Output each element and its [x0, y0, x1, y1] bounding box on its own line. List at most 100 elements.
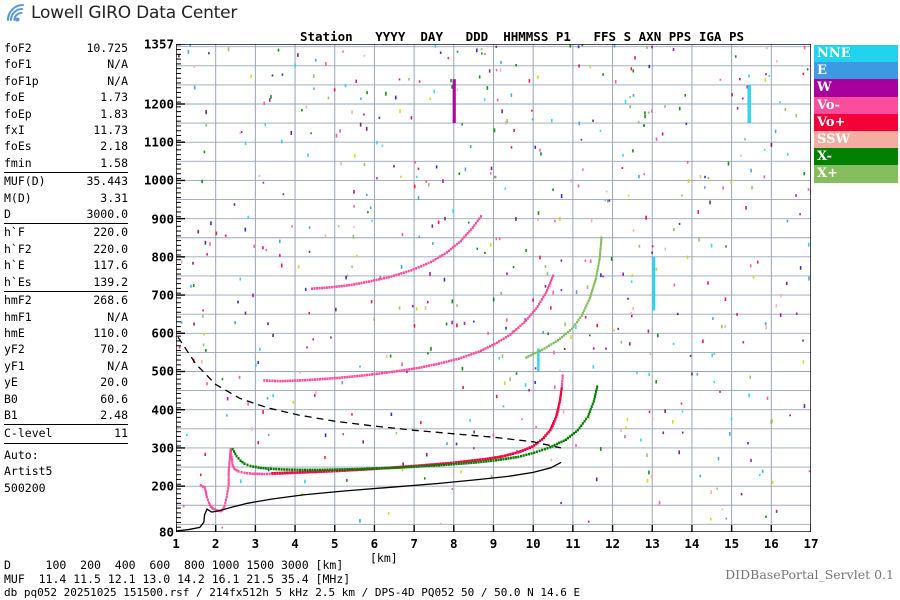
param-key: foF1p [4, 73, 39, 88]
legend-item-e[interactable]: E [814, 62, 898, 80]
param-value: 70.2 [100, 342, 128, 357]
legend-item-ssw[interactable]: SSW [814, 130, 898, 149]
y-tick-label: 80 [158, 524, 174, 540]
legend-item-w[interactable]: W [814, 79, 898, 97]
x-tick-label: 5 [330, 536, 339, 551]
x-tick-label: 4 [291, 536, 299, 551]
param-value: 220.0 [93, 225, 128, 240]
giro-logo: Lowell GIRO Data Center [6, 3, 237, 23]
x-tick-label: 10 [525, 536, 541, 551]
legend-item-xplus[interactable]: X+ [814, 165, 898, 183]
param-key: fmin [4, 155, 32, 170]
autoscaler-name: Artist5 [4, 464, 53, 479]
param-value: N/A [107, 309, 128, 324]
param-value: 139.2 [93, 274, 128, 289]
legend-item-vominus[interactable]: Vo- [814, 96, 898, 114]
param-key: hmF1 [4, 309, 32, 324]
legend-item-label: W [817, 80, 832, 96]
param-value: 10.725 [86, 41, 128, 55]
ionogram-canvas[interactable] [176, 44, 811, 532]
param-value: 11 [114, 426, 128, 441]
legend-item-label: E [817, 63, 827, 79]
param-row: foEp 1.83 [4, 106, 128, 122]
legend-item-label: X+ [817, 166, 838, 182]
legend-item-label: NNE [817, 46, 851, 61]
param-value: 2.48 [100, 407, 128, 422]
x-tick-label: 7 [410, 536, 418, 551]
param-value: N/A [107, 358, 128, 373]
param-key: h`F2 [4, 241, 32, 256]
param-row: M(D) 3.31 [4, 190, 128, 206]
param-value: 60.6 [100, 391, 128, 406]
x-tick-label: 1 [172, 536, 180, 551]
param-row: C-level 11 [4, 425, 128, 441]
page-header: Lowell GIRO Data Center Station YYYY DAY… [0, 0, 900, 82]
param-row: h`F2 220.0 [4, 241, 128, 257]
param-key: MUF(D) [4, 174, 46, 189]
param-row: foF2 10.725 [4, 40, 128, 56]
y-tick-label: 500 [151, 363, 174, 379]
param-key: fxI [4, 123, 25, 138]
param-group-virtual-heights: h`F 220.0 h`F2 220.0 h`E 117.6 h`Es 139.2 [4, 224, 128, 293]
param-key: yF2 [4, 342, 25, 357]
param-key: foEs [4, 139, 32, 154]
param-key: h`E [4, 258, 25, 273]
legend-item-label: Vo- [817, 97, 840, 113]
param-row: h`E 117.6 [4, 257, 128, 273]
y-tick-label: 600 [151, 325, 174, 341]
y-tick-label: 1100 [143, 134, 174, 150]
param-key: h`F [4, 225, 25, 240]
param-row: B0 60.6 [4, 391, 128, 407]
param-row: fmin 1.58 [4, 155, 128, 171]
param-row: foF1p N/A [4, 73, 128, 89]
legend-item-label: Vo+ [817, 114, 846, 130]
param-value: 220.0 [93, 241, 128, 256]
param-value: 1.83 [100, 106, 128, 121]
param-value: 3.31 [100, 190, 128, 205]
param-value: 110.0 [93, 325, 128, 340]
param-row: hmF1 N/A [4, 309, 128, 325]
param-value: 2.18 [100, 139, 128, 154]
param-key: B1 [4, 407, 18, 422]
autoscaler-version: 500200 [4, 480, 46, 495]
axis-ticks [176, 44, 811, 532]
param-key: foE [4, 90, 25, 105]
y-tick-label: 1000 [143, 172, 174, 188]
param-key: D [4, 207, 11, 222]
brand-title: Lowell GIRO Data Center [31, 3, 238, 23]
echo-traces [176, 215, 603, 532]
polarization-legend: NNE E W Vo- Vo+ SSW X- X+ [814, 45, 898, 183]
param-value: 3000.0 [86, 207, 128, 222]
x-tick-label: 9 [489, 536, 498, 551]
param-value: 11.73 [93, 123, 128, 138]
x-tick-label: 8 [450, 536, 458, 551]
param-key: C-level [4, 426, 53, 441]
giro-wave-icon [6, 3, 28, 23]
param-key: foF2 [4, 41, 32, 55]
legend-item-nne[interactable]: NNE [814, 45, 898, 63]
param-value: N/A [107, 57, 128, 72]
legend-item-voplus[interactable]: Vo+ [814, 113, 898, 131]
ionogram-plot[interactable] [176, 44, 811, 532]
param-key: B0 [4, 391, 18, 406]
param-row: hmF2 268.6 [4, 292, 128, 308]
param-row: yF1 N/A [4, 358, 128, 374]
param-key: foF1 [4, 57, 32, 72]
param-key: yF1 [4, 358, 25, 373]
param-row: h`Es 139.2 [4, 274, 128, 290]
param-group-muf: MUF(D) 35.443 M(D) 3.31 D 3000.0 [4, 173, 128, 225]
x-tick-label: 17 [803, 536, 819, 551]
param-key: M(D) [4, 190, 32, 205]
param-row: yE 20.0 [4, 374, 128, 390]
param-row: fxI 11.73 [4, 122, 128, 138]
param-key: h`Es [4, 274, 32, 289]
y-tick-label: 300 [151, 440, 174, 456]
param-group-frequencies: foF2 10.725 foF1 N/A foF1p N/A foE 1.73 foEp… [4, 40, 128, 174]
param-row: MUF(D) 35.443 [4, 173, 128, 189]
y-tick-label: 1200 [143, 96, 174, 112]
param-key: hmF2 [4, 293, 32, 308]
legend-item-xminus[interactable]: X- [814, 148, 898, 166]
x-tick-label: 16 [763, 536, 779, 551]
param-value: 117.6 [93, 258, 128, 273]
muf-scale-row: MUF 11.4 11.5 12.1 13.0 14.2 16.1 21.5 3… [4, 572, 351, 586]
